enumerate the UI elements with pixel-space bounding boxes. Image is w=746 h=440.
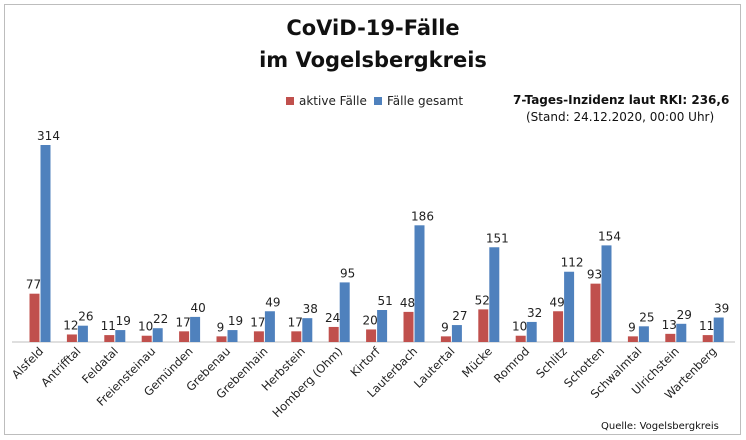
bar-active: [590, 283, 601, 342]
bar-active: [104, 335, 115, 342]
bar-total: [115, 330, 126, 342]
data-label-active: 48: [400, 296, 415, 310]
bar-active: [66, 334, 77, 342]
bar-active: [179, 331, 190, 342]
bar-total: [601, 245, 612, 342]
data-label-active: 17: [175, 315, 190, 329]
data-label-active: 17: [288, 315, 303, 329]
bar-active: [403, 311, 414, 342]
bar-active: [291, 331, 302, 342]
data-label-total: 38: [303, 302, 318, 316]
bar-total: [227, 330, 238, 342]
data-label-active: 9: [441, 320, 449, 334]
data-label-total: 40: [190, 301, 205, 315]
data-label-total: 151: [486, 231, 509, 245]
data-label-total: 154: [598, 229, 621, 243]
bar-active: [627, 336, 638, 342]
bar-total: [302, 318, 313, 342]
legend-item-total: Fälle gesamt: [374, 94, 463, 108]
data-label-total: 49: [265, 295, 280, 309]
bar-active: [29, 293, 40, 342]
bar-total: [190, 316, 201, 342]
data-label-active: 11: [101, 319, 116, 333]
bar-total: [489, 247, 500, 342]
bar-active: [553, 311, 564, 342]
chart-title: CoViD-19-Fälle: [286, 16, 460, 40]
bar-active: [141, 335, 152, 342]
bar-total: [339, 282, 350, 342]
bar-active: [665, 333, 676, 342]
data-label-total: 19: [116, 314, 131, 328]
bar-total: [676, 323, 687, 342]
data-label-total: 112: [561, 256, 584, 270]
bar-total: [638, 326, 649, 342]
category-label: Romrod: [491, 344, 532, 385]
data-label-active: 49: [549, 295, 564, 309]
category-label: Lautertal: [411, 344, 458, 391]
bar-active: [440, 336, 451, 342]
data-label-active: 9: [217, 320, 225, 334]
legend-item-active: aktive Fälle: [286, 94, 367, 108]
data-label-total: 19: [228, 314, 243, 328]
bar-total: [152, 328, 163, 342]
data-label-total: 32: [527, 306, 542, 320]
source-note: Quelle: Vogelsbergkreis: [601, 421, 719, 432]
category-label: Homberg (Ohm): [269, 344, 345, 420]
bar-total: [713, 317, 724, 342]
legend-swatch-total: [374, 97, 382, 105]
data-label-total: 26: [78, 310, 93, 324]
data-label-total: 22: [153, 312, 168, 326]
bar-active: [366, 329, 377, 342]
bar-total: [264, 311, 275, 342]
category-label: Antrifftal: [38, 344, 83, 389]
category-label: Kirtorf: [348, 344, 384, 380]
bar-total: [526, 321, 537, 342]
data-label-active: 20: [362, 313, 377, 327]
data-label-active: 52: [475, 293, 490, 307]
data-label-total: 95: [340, 266, 355, 280]
stand-note: (Stand: 24.12.2020, 00:00 Uhr): [526, 110, 715, 124]
bar-total: [77, 325, 88, 342]
bar-active: [328, 326, 339, 342]
bar-total: [377, 310, 388, 342]
legend-label-total: Fälle gesamt: [387, 94, 464, 108]
data-label-active: 10: [138, 320, 153, 334]
data-label-total: 39: [714, 302, 729, 316]
data-label-active: 12: [63, 318, 78, 332]
data-label-active: 13: [662, 318, 677, 332]
bar-total: [451, 325, 462, 342]
category-label: Schlitz: [533, 344, 570, 381]
data-label-active: 9: [628, 320, 636, 334]
bar-total: [40, 145, 51, 342]
legend-swatch-active: [286, 97, 294, 105]
bar-total: [564, 271, 575, 342]
bar-active: [478, 309, 489, 342]
chart-subtitle: im Vogelsbergkreis: [259, 48, 487, 72]
data-label-total: 25: [639, 310, 654, 324]
data-label-active: 77: [26, 278, 41, 292]
data-label-total: 29: [677, 308, 692, 322]
data-label-active: 17: [250, 315, 265, 329]
bar-active: [515, 335, 526, 342]
bar-active: [702, 335, 713, 342]
category-label: Alsfeld: [9, 344, 46, 381]
incidence-note: 7-Tages-Inzidenz laut RKI: 236,6: [513, 93, 730, 107]
bar-total: [414, 225, 425, 342]
data-label-active: 24: [325, 311, 340, 325]
bar-active: [253, 331, 264, 342]
data-label-active: 10: [512, 320, 527, 334]
data-label-total: 186: [411, 209, 434, 223]
data-label-total: 27: [452, 309, 467, 323]
chart-frame: [4, 4, 741, 435]
data-label-total: 51: [377, 294, 392, 308]
legend-label-active: aktive Fälle: [299, 94, 367, 108]
bar-active: [216, 336, 227, 342]
data-label-active: 93: [587, 268, 602, 282]
category-label: Mücke: [459, 344, 495, 380]
data-label-total: 314: [37, 129, 60, 143]
data-label-active: 11: [699, 319, 714, 333]
